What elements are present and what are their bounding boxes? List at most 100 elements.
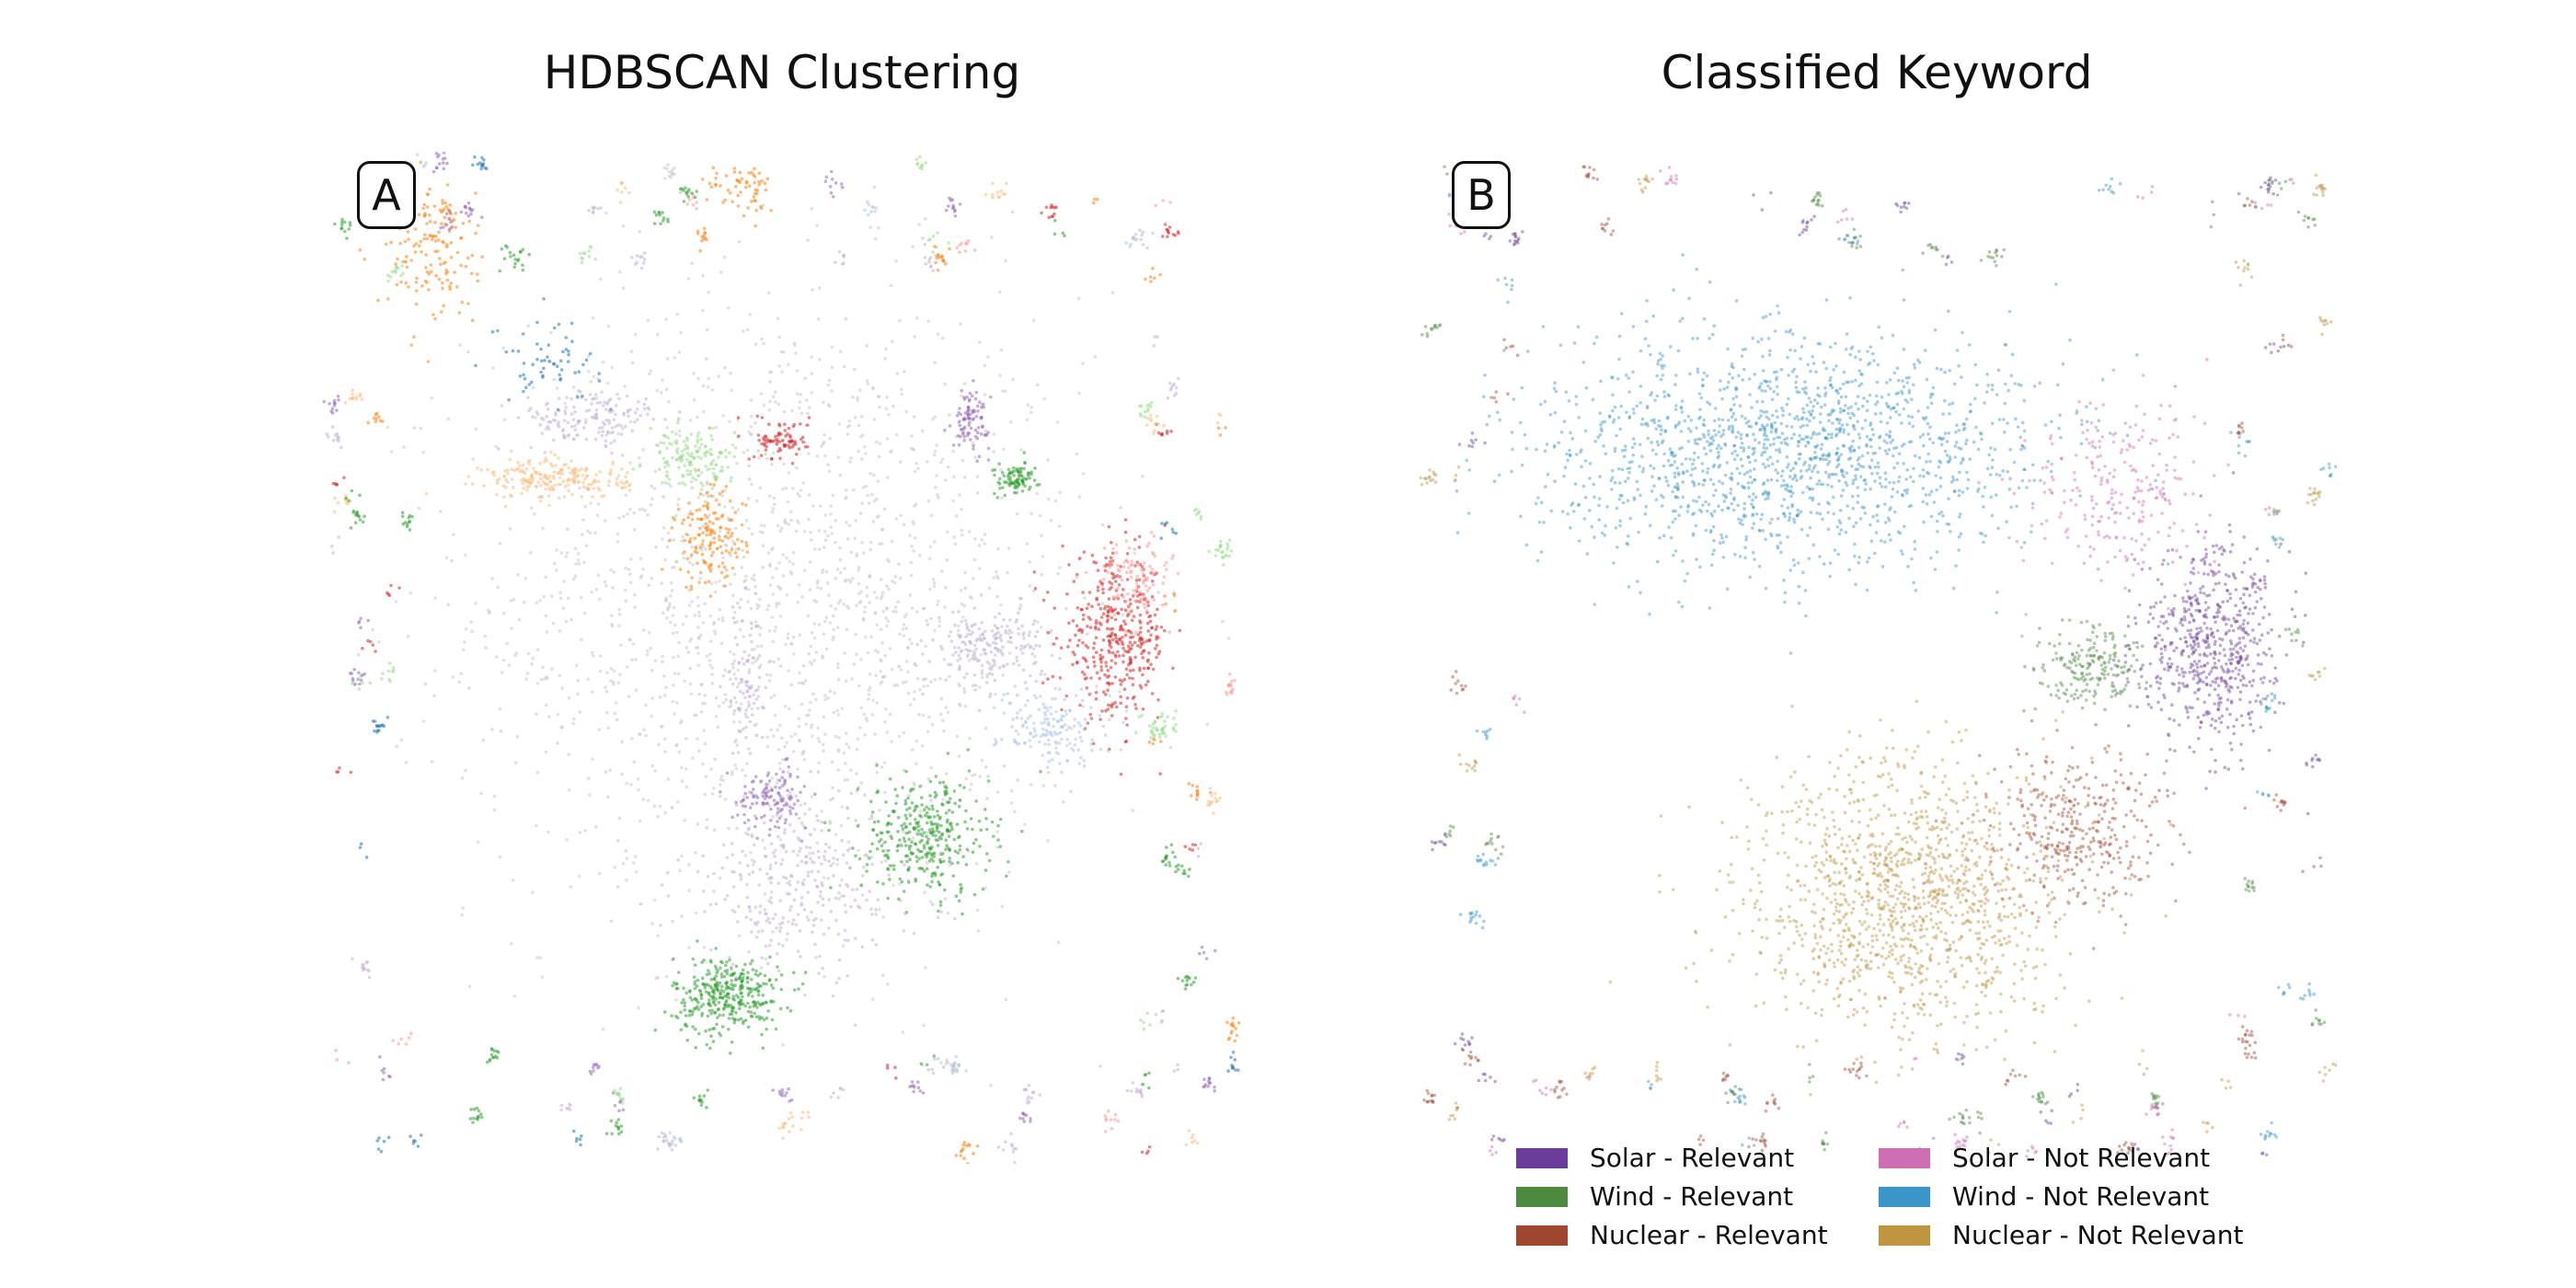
data-point: [818, 894, 822, 898]
data-point: [436, 249, 440, 253]
data-point: [1046, 630, 1050, 635]
data-point: [1113, 575, 1117, 579]
data-point: [718, 502, 721, 507]
data-point: [718, 492, 722, 496]
data-point: [597, 379, 602, 383]
data-point: [1084, 643, 1088, 648]
data-point: [758, 910, 762, 914]
data-point: [775, 443, 779, 446]
data-point: [1116, 593, 1121, 597]
data-point: [743, 1004, 748, 1008]
data-point: [407, 285, 410, 289]
data-point: [1121, 635, 1124, 639]
data-point: [510, 941, 513, 946]
data-point: [904, 816, 909, 821]
data-point: [544, 487, 547, 491]
data-point: [866, 855, 870, 859]
data-point: [697, 445, 702, 450]
data-point: [742, 1019, 745, 1023]
data-point: [972, 606, 977, 610]
data-point: [872, 473, 876, 477]
data-point: [753, 1011, 756, 1016]
data-point: [816, 726, 821, 730]
data-point: [803, 993, 807, 997]
data-point: [714, 176, 718, 180]
data-point: [1108, 581, 1111, 584]
data-point: [1133, 537, 1137, 542]
data-point: [441, 240, 444, 244]
data-point: [527, 408, 531, 413]
data-point: [719, 525, 722, 530]
data-point: [996, 823, 1000, 828]
data-point: [751, 968, 755, 972]
data-point: [625, 480, 629, 485]
data-point: [577, 479, 581, 484]
data-point: [700, 543, 705, 546]
data-point: [464, 482, 467, 486]
data-point: [1017, 627, 1020, 631]
data-point: [962, 604, 966, 608]
data-point: [946, 911, 950, 915]
data-point: [765, 961, 770, 966]
data-point: [904, 769, 908, 774]
data-point: [604, 689, 609, 694]
data-point: [774, 802, 777, 807]
data-point: [1129, 660, 1133, 664]
data-point: [731, 652, 736, 656]
data-point: [709, 581, 714, 585]
data-point: [457, 680, 462, 684]
data-point: [713, 1010, 718, 1015]
data-point: [429, 234, 433, 238]
data-point: [976, 409, 980, 413]
data-point: [705, 654, 709, 658]
data-point: [615, 540, 620, 544]
data-point: [733, 446, 738, 450]
data-point: [807, 406, 811, 409]
data-point: [744, 541, 748, 545]
data-point: [1028, 584, 1032, 588]
data-point: [708, 594, 713, 598]
data-point: [747, 949, 751, 954]
data-point: [711, 471, 716, 476]
series-c2: [823, 748, 1042, 916]
data-point: [797, 583, 801, 587]
data-point: [970, 624, 974, 628]
data-point: [626, 512, 629, 516]
data-point: [1156, 652, 1161, 656]
data-point: [1071, 662, 1075, 667]
data-point: [895, 372, 900, 375]
data-point: [765, 1001, 768, 1005]
data-point: [773, 824, 777, 829]
data-point: [775, 604, 778, 608]
data-point: [781, 553, 786, 557]
data-point: [433, 669, 437, 673]
data-point: [569, 471, 572, 475]
data-point: [670, 806, 674, 810]
data-point: [1002, 447, 1006, 452]
data-point: [1101, 724, 1106, 729]
data-point: [1153, 570, 1157, 575]
data-point: [903, 801, 908, 806]
data-point: [962, 786, 966, 789]
data-point: [772, 1000, 776, 1004]
data-point: [907, 847, 912, 851]
data-point: [749, 961, 753, 966]
data-point: [962, 439, 966, 443]
data-point: [987, 858, 992, 863]
data-point: [684, 737, 688, 741]
data-point: [1138, 621, 1143, 625]
data-point: [749, 397, 753, 402]
data-point: [1078, 703, 1082, 707]
data-point: [837, 976, 841, 981]
data-point: [1068, 638, 1072, 642]
data-point: [598, 277, 603, 282]
data-point: [760, 178, 764, 183]
data-point: [730, 518, 734, 523]
data-point: [696, 595, 700, 600]
data-point: [590, 415, 594, 420]
data-point: [1132, 695, 1136, 699]
data-point: [845, 627, 849, 631]
data-point: [972, 651, 977, 655]
data-point: [928, 847, 932, 851]
data-point: [742, 812, 746, 817]
